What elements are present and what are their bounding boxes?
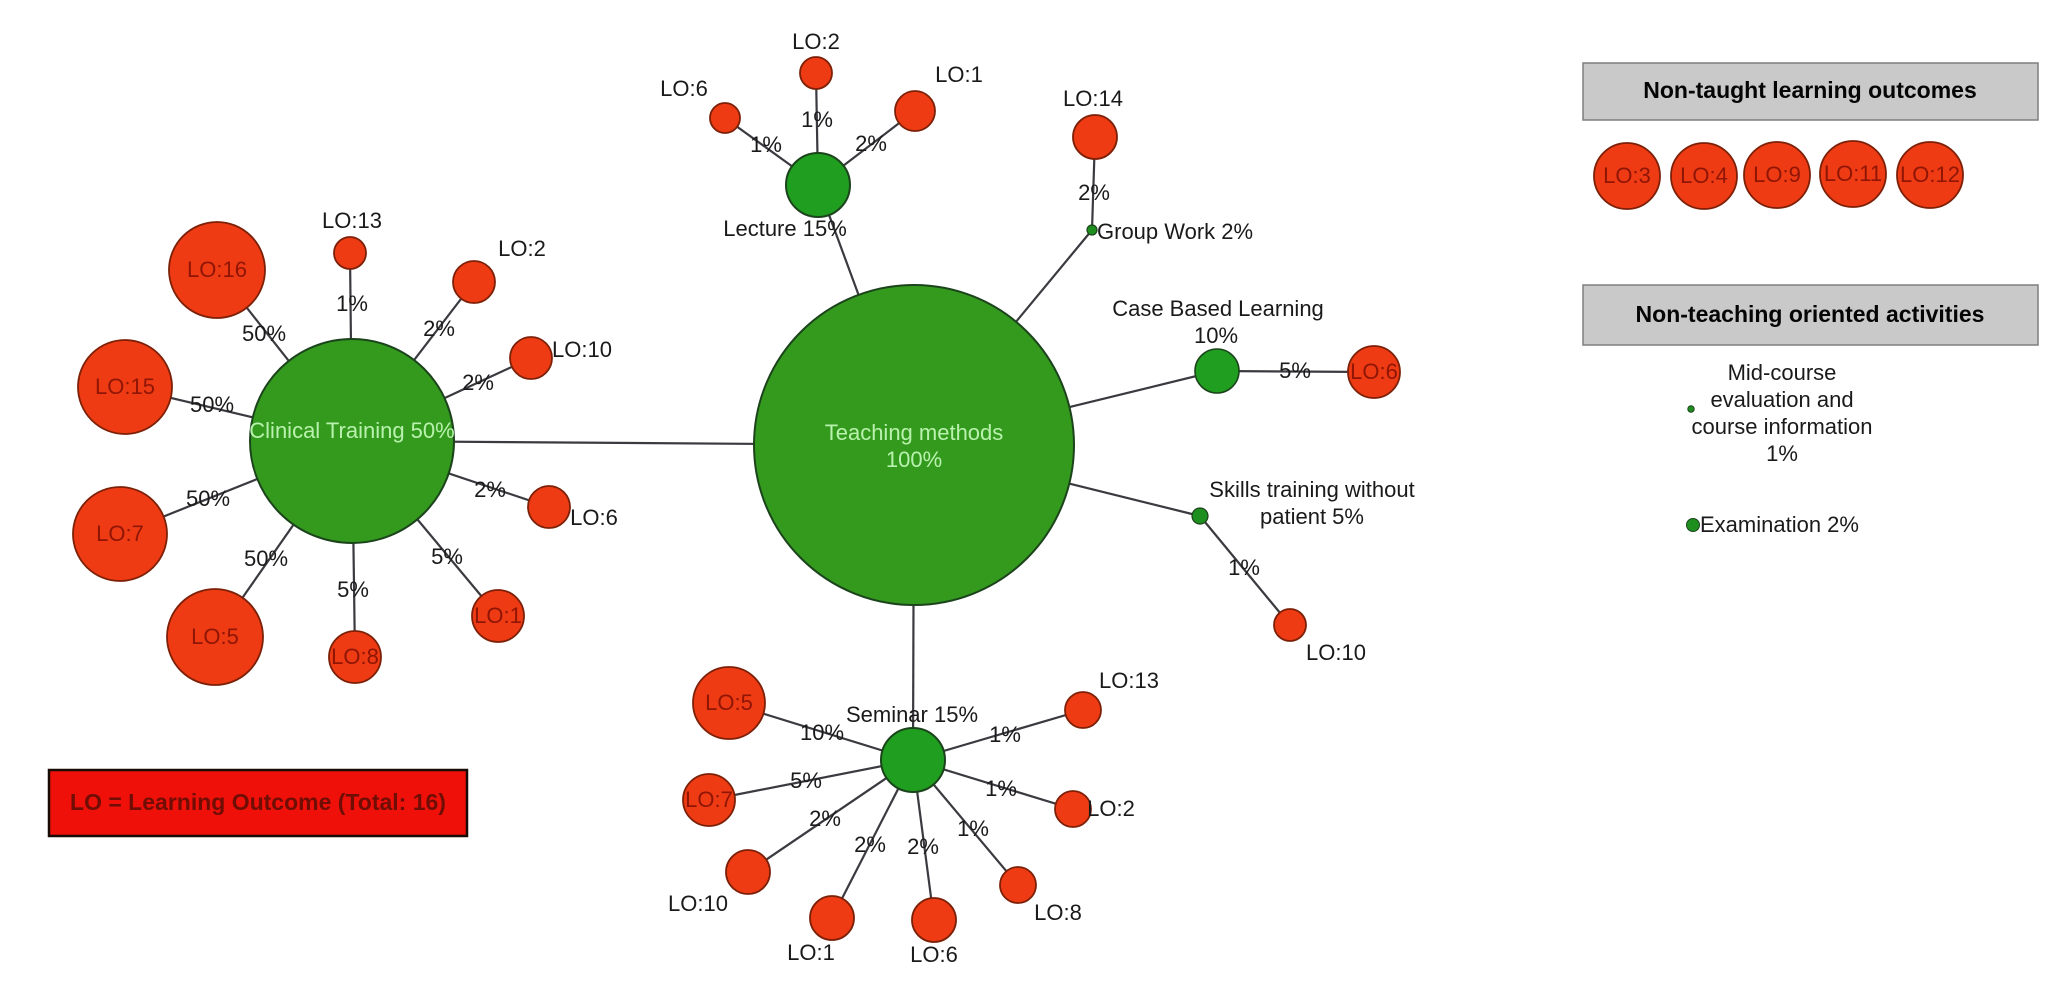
svg-text:10%: 10% xyxy=(1194,323,1238,348)
svg-text:2%: 2% xyxy=(462,370,494,395)
svg-text:2%: 2% xyxy=(1078,180,1110,205)
svg-text:50%: 50% xyxy=(190,392,234,417)
svg-text:50%: 50% xyxy=(186,486,230,511)
svg-text:100%: 100% xyxy=(886,447,942,472)
svg-text:Lecture 15%: Lecture 15% xyxy=(723,216,847,241)
svg-text:LO:15: LO:15 xyxy=(95,374,155,399)
svg-text:LO:7: LO:7 xyxy=(96,521,144,546)
svg-text:LO:1: LO:1 xyxy=(935,62,983,87)
svg-text:LO:16: LO:16 xyxy=(187,257,247,282)
svg-text:2%: 2% xyxy=(423,316,455,341)
svg-text:LO:2: LO:2 xyxy=(792,29,840,54)
svg-text:1%: 1% xyxy=(1766,441,1798,466)
svg-text:evaluation and: evaluation and xyxy=(1710,387,1853,412)
svg-text:LO:4: LO:4 xyxy=(1680,163,1728,188)
svg-text:Clinical Training 50%: Clinical Training 50% xyxy=(249,418,454,443)
svg-text:LO:10: LO:10 xyxy=(552,337,612,362)
svg-text:LO:6: LO:6 xyxy=(660,76,708,101)
svg-text:patient 5%: patient 5% xyxy=(1260,504,1364,529)
svg-text:5%: 5% xyxy=(790,768,822,793)
svg-text:1%: 1% xyxy=(1228,555,1260,580)
svg-text:Group Work 2%: Group Work 2% xyxy=(1097,219,1253,244)
svg-text:LO:1: LO:1 xyxy=(787,940,835,965)
svg-text:2%: 2% xyxy=(809,806,841,831)
svg-text:LO:6: LO:6 xyxy=(570,505,618,530)
svg-text:50%: 50% xyxy=(244,546,288,571)
svg-text:LO:5: LO:5 xyxy=(705,690,753,715)
svg-text:LO:5: LO:5 xyxy=(191,624,239,649)
svg-text:Non-teaching oriented activiti: Non-teaching oriented activities xyxy=(1636,301,1985,327)
svg-text:LO:2: LO:2 xyxy=(1087,796,1135,821)
svg-text:LO:10: LO:10 xyxy=(668,891,728,916)
svg-text:LO:13: LO:13 xyxy=(322,208,382,233)
svg-text:LO:14: LO:14 xyxy=(1063,86,1123,111)
svg-text:50%: 50% xyxy=(242,321,286,346)
svg-text:LO:13: LO:13 xyxy=(1099,668,1159,693)
svg-text:Seminar 15%: Seminar 15% xyxy=(846,702,978,727)
svg-text:LO:8: LO:8 xyxy=(1034,900,1082,925)
svg-text:Non-taught learning outcomes: Non-taught learning outcomes xyxy=(1643,77,1977,103)
svg-text:LO = Learning Outcome (Total:: LO = Learning Outcome (Total: 16) xyxy=(70,789,446,815)
svg-text:2%: 2% xyxy=(474,477,506,502)
svg-text:1%: 1% xyxy=(985,776,1017,801)
svg-text:1%: 1% xyxy=(957,816,989,841)
svg-text:2%: 2% xyxy=(854,832,886,857)
svg-text:LO:6: LO:6 xyxy=(910,942,958,967)
svg-text:5%: 5% xyxy=(431,544,463,569)
svg-text:LO:11: LO:11 xyxy=(1824,161,1882,186)
svg-text:Mid-course: Mid-course xyxy=(1728,360,1837,385)
svg-text:10%: 10% xyxy=(800,720,844,745)
svg-text:LO:6: LO:6 xyxy=(1350,359,1398,384)
svg-text:1%: 1% xyxy=(750,132,782,157)
svg-text:LO:1: LO:1 xyxy=(474,603,522,628)
svg-text:LO:7: LO:7 xyxy=(685,787,733,812)
svg-text:Examination 2%: Examination 2% xyxy=(1700,512,1859,537)
svg-text:LO:2: LO:2 xyxy=(498,236,546,261)
svg-text:1%: 1% xyxy=(336,291,368,316)
svg-text:2%: 2% xyxy=(855,131,887,156)
svg-text:course information: course information xyxy=(1692,414,1873,439)
svg-text:LO:12: LO:12 xyxy=(1900,162,1960,187)
svg-text:LO:3: LO:3 xyxy=(1603,163,1651,188)
svg-text:5%: 5% xyxy=(337,577,369,602)
svg-text:LO:9: LO:9 xyxy=(1753,162,1801,187)
svg-text:LO:10: LO:10 xyxy=(1306,640,1366,665)
svg-text:5%: 5% xyxy=(1279,358,1311,383)
svg-text:LO:8: LO:8 xyxy=(331,644,379,669)
svg-text:Case Based Learning: Case Based Learning xyxy=(1112,296,1324,321)
svg-text:1%: 1% xyxy=(801,107,833,132)
svg-text:1%: 1% xyxy=(989,722,1021,747)
svg-text:Skills training without: Skills training without xyxy=(1209,477,1414,502)
svg-text:Teaching methods: Teaching methods xyxy=(825,420,1004,445)
svg-text:2%: 2% xyxy=(907,834,939,859)
